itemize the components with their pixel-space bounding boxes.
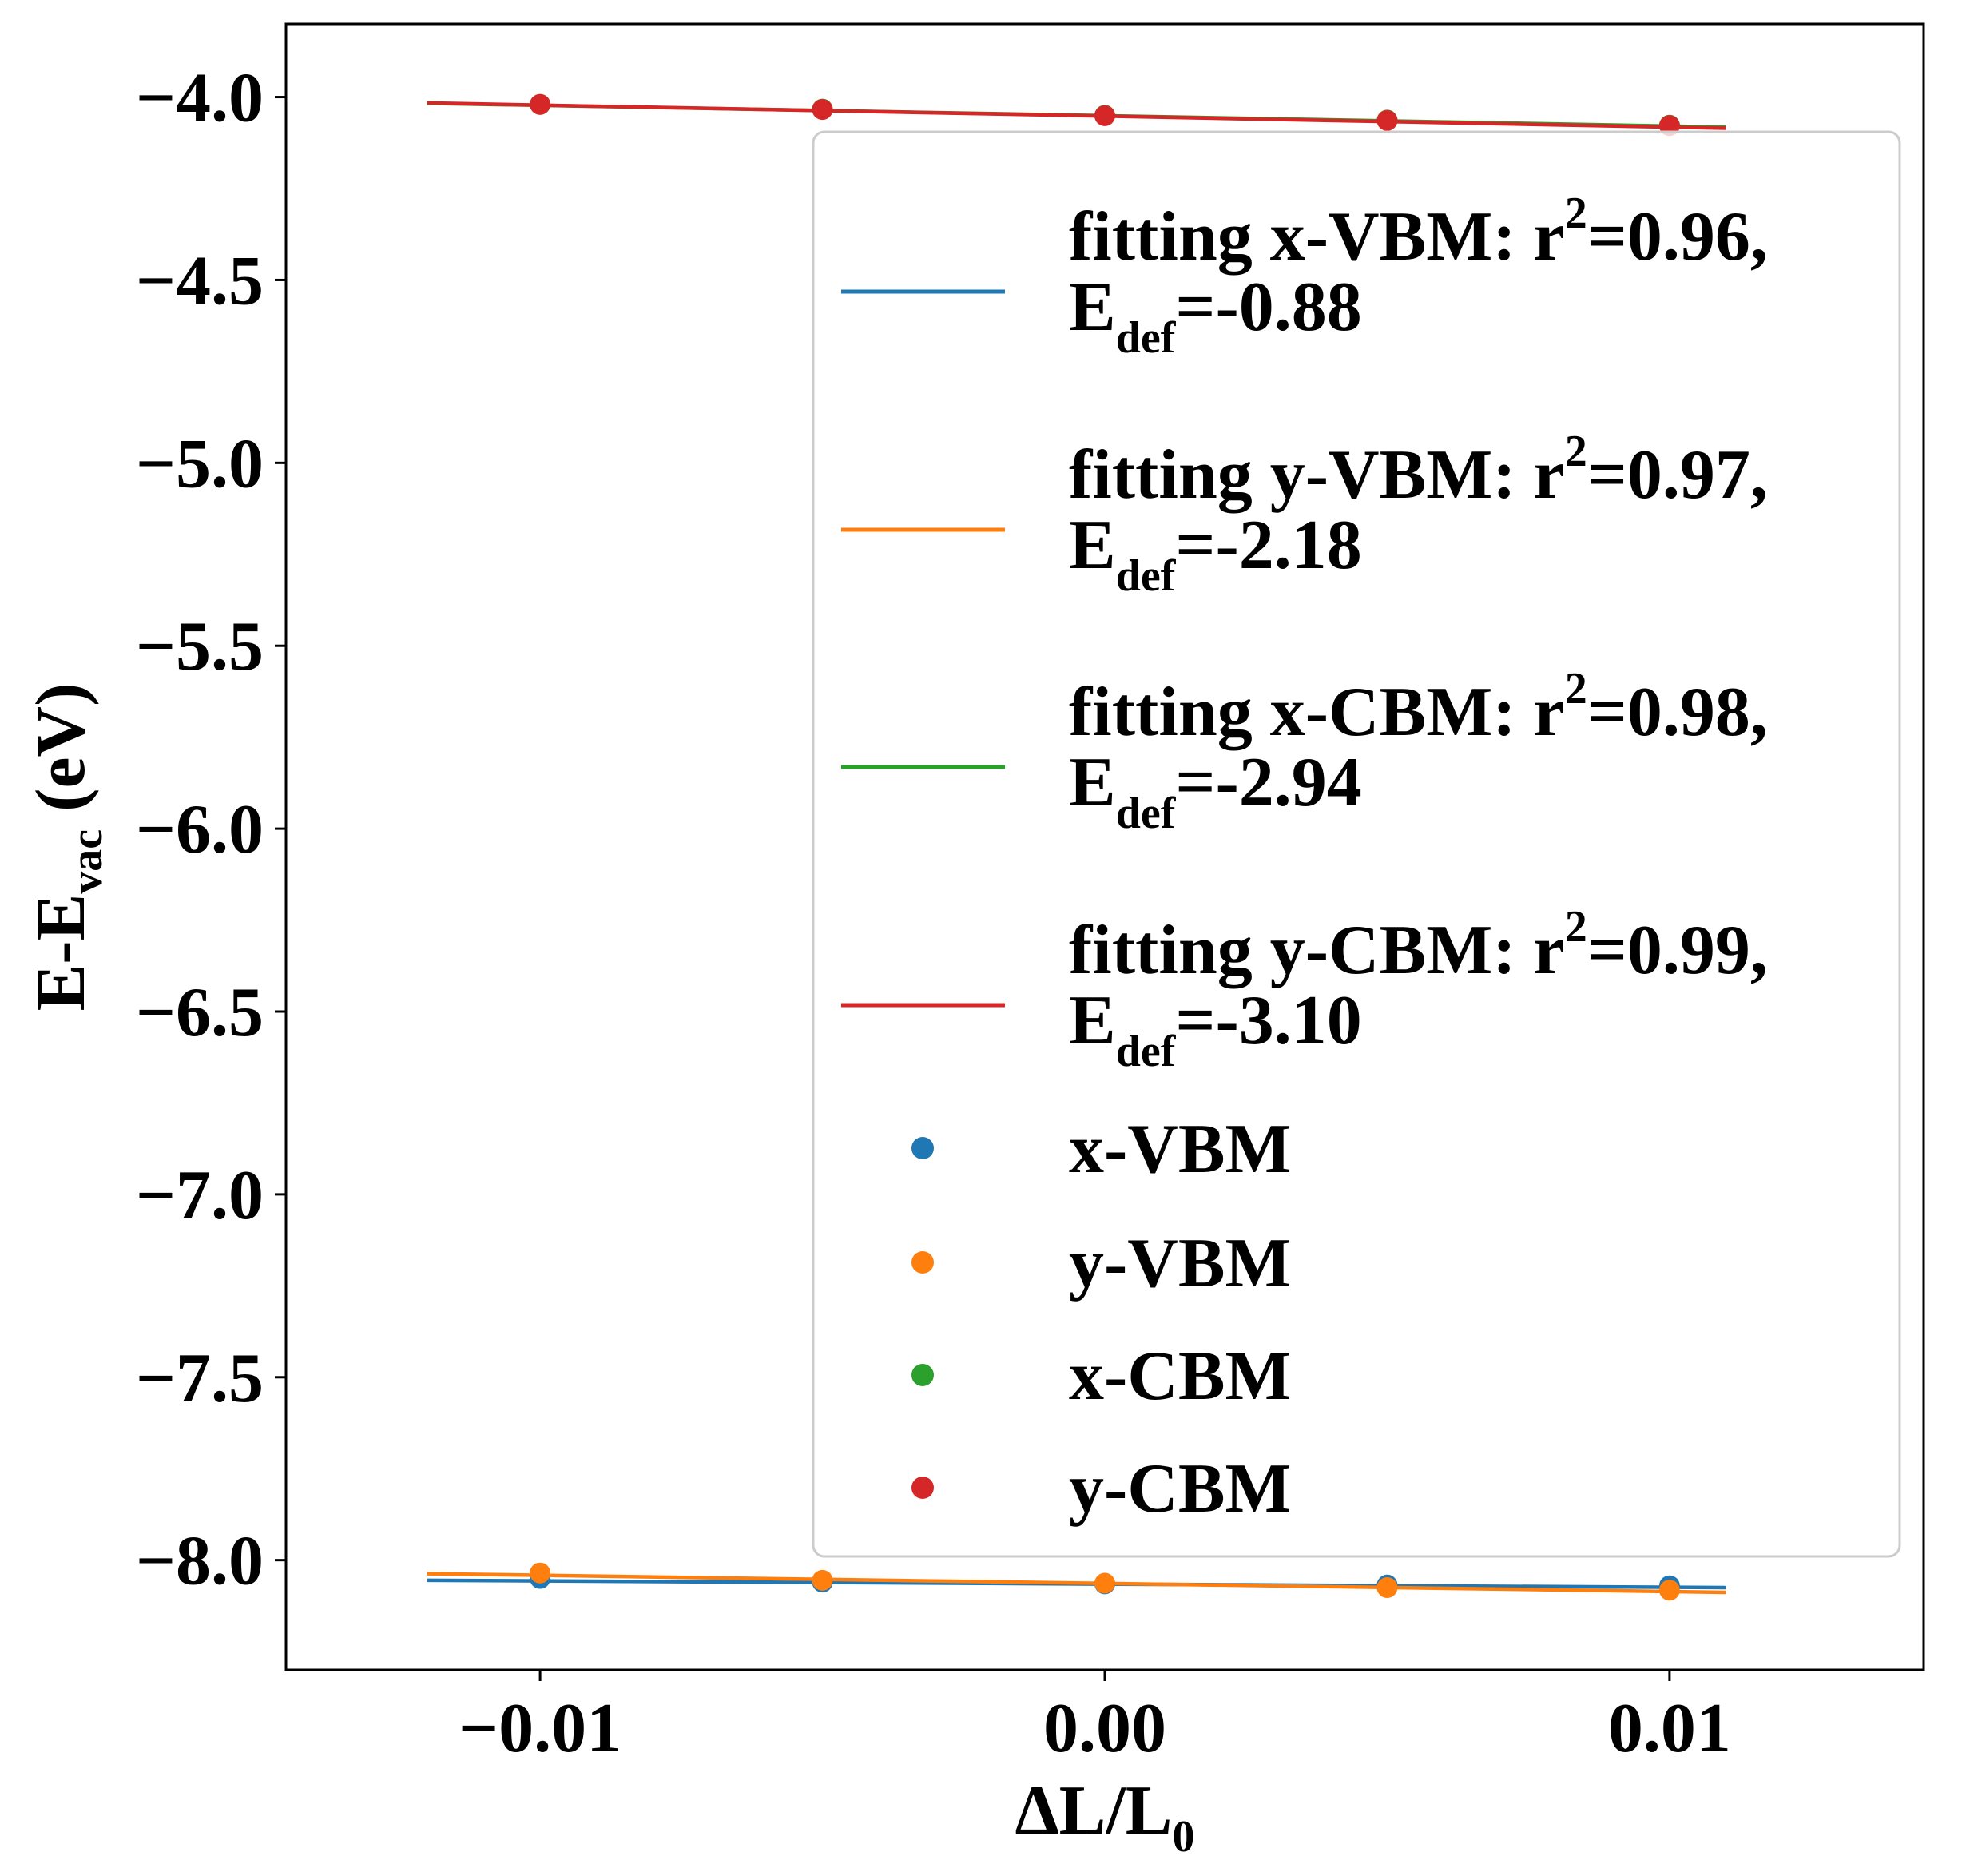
legend-fit-label: fitting y-CBM: r2=0.99, bbox=[1069, 902, 1768, 989]
y-tick-label: −6.5 bbox=[136, 974, 264, 1051]
legend-box bbox=[812, 130, 1901, 1558]
legend-fit-label: fitting y-VBM: r2=0.97, bbox=[1069, 427, 1768, 514]
point-y-cbm bbox=[812, 99, 833, 121]
data-layer bbox=[427, 93, 1726, 1601]
legend-series-label: y-CBM bbox=[1069, 1450, 1292, 1528]
point-y-vbm bbox=[1094, 1572, 1115, 1594]
legend-fit-label: fitting x-CBM: r2=0.98, bbox=[1069, 664, 1768, 751]
y-tick-label: −7.0 bbox=[136, 1157, 264, 1234]
legend: fitting x-VBM: r2=0.96,Edef=-0.88 fitting… bbox=[812, 130, 1901, 1558]
x-tick-label: 0.00 bbox=[1043, 1690, 1166, 1767]
y-tick-label: −5.5 bbox=[136, 608, 264, 686]
y-tick-label: −7.5 bbox=[136, 1340, 264, 1417]
fit-line-fitting-y-cbm bbox=[427, 101, 1726, 130]
legend-edef-label: Edef=-3.10 bbox=[1069, 982, 1362, 1076]
y-tick-label: −4.5 bbox=[136, 242, 264, 320]
point-y-vbm bbox=[1658, 1580, 1680, 1601]
point-y-cbm bbox=[1094, 105, 1115, 126]
legend-marker-x-vbm bbox=[911, 1137, 934, 1159]
x-tick-label: −0.01 bbox=[459, 1690, 622, 1767]
legend-edef-label: Edef=-2.18 bbox=[1069, 507, 1362, 601]
legend-edef-label: Edef=-2.94 bbox=[1069, 744, 1362, 838]
y-axis-label: E-Evac (eV) bbox=[22, 683, 112, 1012]
point-y-cbm bbox=[530, 93, 551, 115]
x-tick-label: 0.01 bbox=[1608, 1690, 1731, 1767]
y-tick-label: −4.0 bbox=[136, 60, 264, 137]
legend-series-label: x-VBM bbox=[1069, 1111, 1292, 1188]
legend-fit-label: fitting x-VBM: r2=0.96, bbox=[1069, 189, 1768, 276]
y-tick-label: −8.0 bbox=[136, 1523, 264, 1600]
point-y-cbm bbox=[1376, 109, 1398, 131]
legend-series-label: x-CBM bbox=[1069, 1337, 1292, 1415]
y-tick-label: −5.0 bbox=[136, 425, 264, 503]
legend-marker-y-cbm bbox=[911, 1477, 934, 1499]
point-y-vbm bbox=[530, 1562, 551, 1584]
x-axis-label: ΔL/L0 bbox=[1015, 1772, 1194, 1862]
point-y-vbm bbox=[1376, 1577, 1398, 1598]
point-y-vbm bbox=[812, 1569, 833, 1591]
axis-ticks: −0.01 0.00 0.01 −4.0 −4.5 −5.0 −5.5 −6.0 −6.5 −7.… bbox=[136, 60, 1731, 1767]
y-tick-label: −6.0 bbox=[136, 791, 264, 868]
fit-line-fitting-y-vbm bbox=[427, 1572, 1726, 1595]
legend-marker-x-cbm bbox=[911, 1364, 934, 1386]
legend-edef-label: Edef=-0.88 bbox=[1069, 268, 1362, 363]
legend-marker-y-vbm bbox=[911, 1251, 934, 1274]
legend-series-label: y-VBM bbox=[1069, 1225, 1292, 1302]
